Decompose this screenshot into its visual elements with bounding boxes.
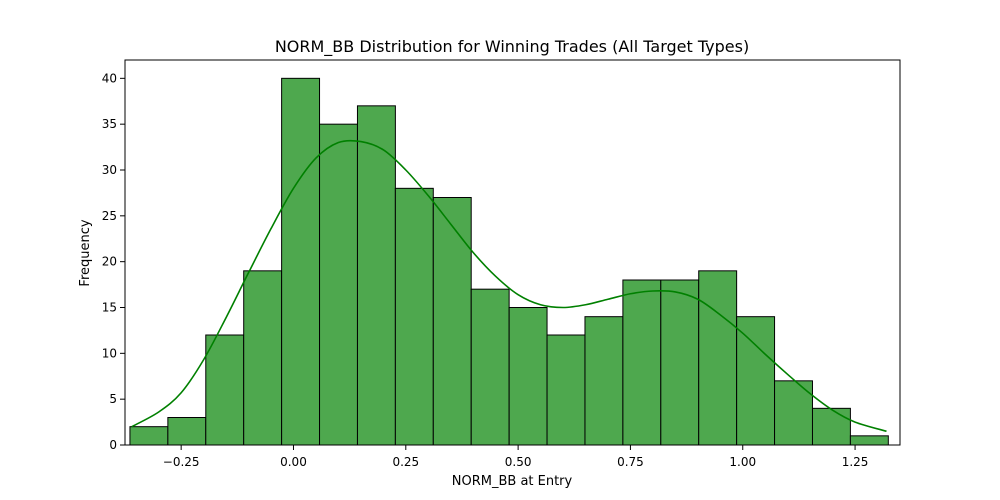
histogram-bar: [205, 334, 245, 446]
histogram-bar: [319, 123, 358, 446]
plot-frame: [124, 59, 901, 446]
histogram-bar: [622, 279, 662, 446]
histogram-bar: [660, 279, 700, 446]
x-tick-label: 0.75: [617, 455, 644, 469]
histogram-bar: [432, 197, 472, 446]
histogram-bar: [281, 77, 321, 446]
histogram-bar: [508, 307, 548, 446]
y-tick-label: 40: [102, 71, 117, 85]
x-tick-label: 1.25: [842, 455, 869, 469]
x-tick-label: −0.25: [163, 455, 200, 469]
kde-curve: [131, 139, 887, 433]
histogram-bar: [394, 187, 434, 446]
histogram-bar: [584, 316, 624, 446]
y-tick-label: 15: [102, 301, 117, 315]
y-tick-label: 30: [102, 163, 117, 177]
x-axis-label: NORM_BB at Entry: [452, 474, 573, 489]
histogram-bar: [811, 407, 851, 446]
histogram-bar: [849, 435, 889, 446]
histogram-bar: [167, 417, 207, 446]
x-tick-label: 0.50: [505, 455, 532, 469]
histogram-bar: [243, 270, 283, 446]
histogram-bar: [774, 380, 813, 446]
bars-layer: [129, 77, 889, 446]
y-tick-label: 5: [109, 392, 117, 406]
histogram-bar: [698, 270, 738, 446]
x-axis-ticks: −0.25 0.00 0.25 0.50 0.75 1.00 1.25: [163, 445, 869, 469]
y-tick-label: 25: [102, 209, 117, 223]
y-axis-ticks: 0 5 10 15 20 25 30 35 40: [102, 71, 125, 452]
y-tick-label: 10: [102, 346, 117, 360]
histogram-bar: [129, 426, 169, 446]
x-tick-label: 1.00: [729, 455, 756, 469]
y-tick-label: 0: [109, 438, 117, 452]
x-tick-label: 0.00: [280, 455, 307, 469]
histogram-bar: [470, 288, 510, 446]
chart-title: NORM_BB Distribution for Winning Trades …: [275, 37, 749, 57]
y-tick-label: 35: [102, 117, 117, 131]
x-tick-label: 0.25: [392, 455, 419, 469]
y-axis-label: Frequency: [78, 219, 93, 286]
kde-layer: [131, 139, 887, 433]
y-tick-label: 20: [102, 255, 117, 269]
histogram-bar: [356, 105, 396, 446]
histogram-bar: [546, 334, 586, 446]
histogram-bar: [736, 316, 776, 446]
